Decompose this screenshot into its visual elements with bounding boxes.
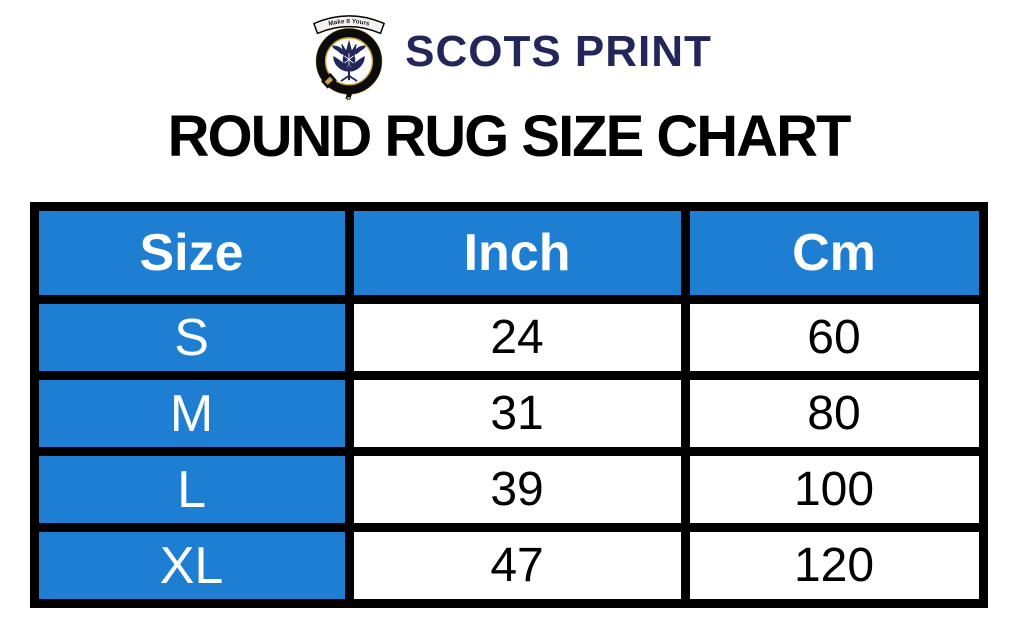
inch-value-cell: 47 bbox=[344, 523, 690, 608]
size-label-cell: S bbox=[29, 295, 354, 380]
brand-header: Make It Yours bbox=[0, 0, 1017, 100]
cm-value-cell: 120 bbox=[680, 523, 988, 608]
belt-strap-tail bbox=[344, 86, 353, 100]
ribbon-banner-shape bbox=[313, 15, 386, 35]
table-row: M 31 80 bbox=[29, 371, 988, 456]
table-header-row: Size Inch Cm bbox=[29, 202, 988, 304]
inch-value-cell: 39 bbox=[344, 447, 690, 532]
cm-value-cell: 60 bbox=[680, 295, 988, 380]
cm-value-cell: 80 bbox=[680, 371, 988, 456]
clan-crest-thistle-icon: Make It Yours bbox=[305, 10, 393, 100]
page-title: ROUND RUG SIZE CHART bbox=[167, 104, 852, 169]
size-chart-table: Size Inch Cm S 24 60 M 31 80 L 39 100 bbox=[29, 202, 988, 608]
ribbon-text: Make It Yours bbox=[328, 18, 371, 28]
brand-name: SCOTS PRINT bbox=[405, 27, 712, 76]
inch-value-cell: 24 bbox=[344, 295, 690, 380]
thistle-glyph bbox=[332, 39, 366, 82]
inch-value-cell: 31 bbox=[344, 371, 690, 456]
size-label-cell: M bbox=[29, 371, 354, 456]
cm-value-cell: 100 bbox=[680, 447, 988, 532]
column-header-cm: Cm bbox=[680, 202, 988, 304]
table-row: XL 47 120 bbox=[29, 523, 988, 608]
size-label-cell: XL bbox=[29, 523, 354, 608]
column-header-size: Size bbox=[29, 202, 354, 304]
table-row: S 24 60 bbox=[29, 295, 988, 380]
size-label-cell: L bbox=[29, 447, 354, 532]
table-row: L 39 100 bbox=[29, 447, 988, 532]
belt-buckle bbox=[320, 72, 337, 89]
thistle-bulb-hatch bbox=[344, 53, 354, 66]
column-header-inch: Inch bbox=[344, 202, 690, 304]
